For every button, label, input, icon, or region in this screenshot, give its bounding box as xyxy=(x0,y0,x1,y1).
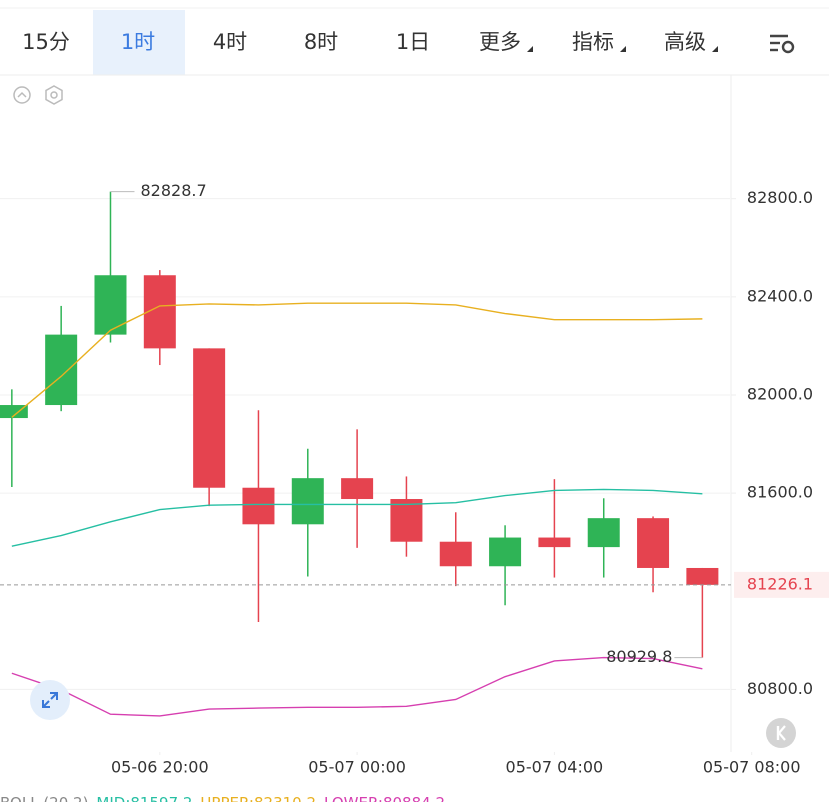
candle-body xyxy=(242,487,275,525)
settings-icon[interactable] xyxy=(770,34,795,54)
candle-body xyxy=(193,348,226,488)
boll-line xyxy=(11,488,703,547)
last-price-label: 81226.1 xyxy=(747,574,813,593)
high-label: 82828.7 xyxy=(140,181,206,200)
y-tick-label: 82800.0 xyxy=(747,188,813,207)
settings-hex-icon[interactable] xyxy=(45,85,63,105)
candle-body xyxy=(45,334,78,406)
y-tick-label: 81600.0 xyxy=(747,483,813,502)
candle-body xyxy=(291,478,324,525)
legend-text: BOLL (20,2) MID:81597.2 UPPER:82310.2 LOWER… xyxy=(0,794,445,802)
indicator-legend: BOLL (20,2) MID:81597.2 UPPER:82310.2 LOWER… xyxy=(0,794,445,802)
legend-item: LOWER:80884.2 xyxy=(324,794,445,802)
overlay: 82800.0 82400.0 82000.0 81600.0 80800.0 05-06… xyxy=(0,181,829,777)
candle-body xyxy=(341,478,374,500)
legend-item: BOLL (20,2) xyxy=(0,794,88,802)
tab-dropdown-arrow xyxy=(527,46,533,52)
tab-active-bg xyxy=(93,10,185,75)
collapse-arrow xyxy=(17,91,27,98)
legend-item: UPPER:82310.2 xyxy=(200,794,316,802)
tab[interactable]: 高级 xyxy=(664,30,706,54)
candle-body xyxy=(489,537,522,567)
candle-body xyxy=(0,405,28,419)
tab-dropdown-arrow xyxy=(620,46,626,52)
boll-line xyxy=(11,302,703,418)
candle-body xyxy=(587,518,620,548)
tab[interactable]: 指标 xyxy=(572,30,614,54)
candle-body xyxy=(538,537,571,548)
tab[interactable]: 更多 xyxy=(479,30,521,54)
low-label: 80929.8 xyxy=(606,647,672,666)
candle-body xyxy=(439,541,472,567)
plot-area xyxy=(0,191,730,717)
tab-bar: 15分 1时 4时 8时 1日 更多 指标 高级 xyxy=(22,10,718,75)
tab[interactable]: 1日 xyxy=(396,30,430,54)
x-tick-label: 05-06 20:00 xyxy=(111,758,209,777)
x-tick-label: 05-07 04:00 xyxy=(506,758,604,777)
expand-icon xyxy=(42,692,58,708)
x-tick-label: 05-07 00:00 xyxy=(308,758,406,777)
back-latest-button[interactable] xyxy=(766,718,796,748)
boll-line xyxy=(11,656,703,717)
y-tick-label: 80800.0 xyxy=(747,679,813,698)
x-tick-label: 05-07 08:00 xyxy=(703,758,801,777)
expand-button[interactable] xyxy=(30,680,70,720)
tab[interactable]: 4时 xyxy=(213,30,247,54)
back-latest-glyph xyxy=(776,725,786,741)
y-tick-label: 82400.0 xyxy=(747,286,813,305)
settings-hex-dot xyxy=(50,91,58,99)
candle-body xyxy=(637,518,670,568)
tab[interactable]: 1时 xyxy=(121,30,155,54)
y-tick-label: 82000.0 xyxy=(747,384,813,403)
tab[interactable]: 8时 xyxy=(304,30,338,54)
collapse-icon[interactable] xyxy=(13,86,31,104)
tab[interactable]: 15分 xyxy=(22,30,70,54)
tab-dropdown-arrow xyxy=(712,46,718,52)
last-price-bg xyxy=(734,571,829,598)
candle-body xyxy=(686,567,719,585)
candle-body xyxy=(94,275,127,335)
legend-item: MID:81597.2 xyxy=(96,794,192,802)
candle-body xyxy=(390,499,423,542)
